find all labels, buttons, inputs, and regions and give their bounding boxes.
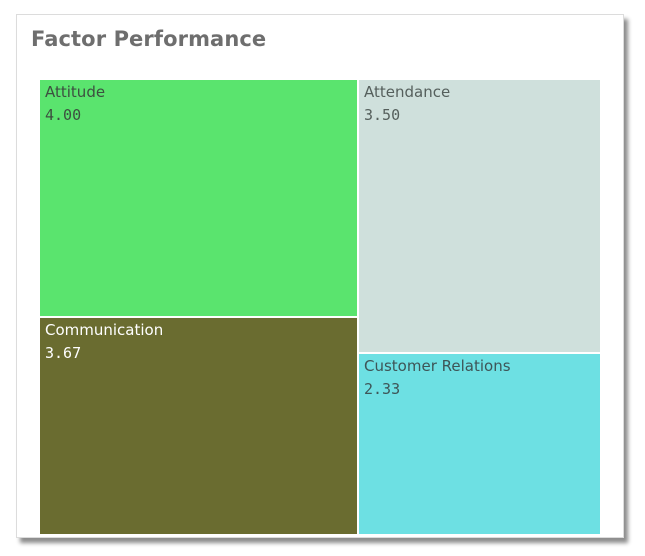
treemap-tile-customer-relations[interactable]: Customer Relations 2.33: [358, 353, 601, 535]
panel-title: Factor Performance: [31, 27, 267, 51]
tile-value: 3.67: [45, 344, 82, 362]
treemap-tile-attendance[interactable]: Attendance 3.50: [358, 79, 601, 353]
tile-label: Attitude: [45, 83, 106, 101]
treemap-tile-communication[interactable]: Communication 3.67: [39, 317, 358, 535]
tile-label: Communication: [45, 321, 164, 339]
treemap-tile-attitude[interactable]: Attitude 4.00: [39, 79, 358, 317]
tile-value: 2.33: [364, 380, 401, 398]
factor-performance-panel: Factor Performance Attitude 4.00 Communica…: [16, 14, 624, 538]
tile-value: 4.00: [45, 106, 82, 124]
tile-value: 3.50: [364, 106, 401, 124]
treemap-chart: Attitude 4.00 Communication 3.67 Attendance 3…: [39, 79, 601, 535]
tile-label: Customer Relations: [364, 357, 511, 375]
tile-label: Attendance: [364, 83, 451, 101]
